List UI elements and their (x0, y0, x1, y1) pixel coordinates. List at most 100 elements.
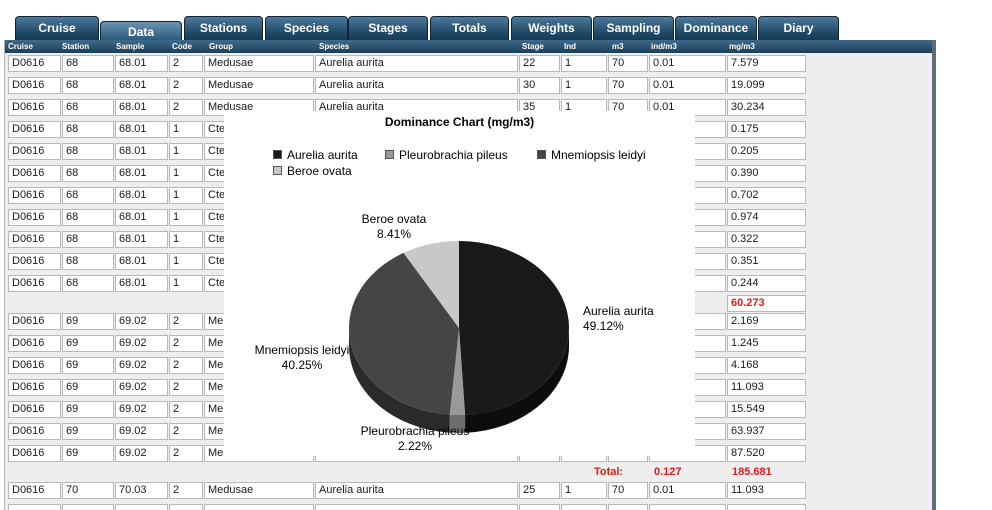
tab-stages[interactable]: Stages (348, 16, 428, 40)
column-header-stage[interactable]: Stage (522, 42, 544, 51)
cell-sample[interactable]: 68.01 (115, 143, 168, 160)
cell-code[interactable]: 2 (169, 423, 203, 440)
cell-mg-m3[interactable]: 0.322 (727, 231, 806, 248)
cell-cruise[interactable] (8, 504, 61, 510)
cell-sample[interactable]: 69.02 (115, 357, 168, 374)
cell-mg-m3[interactable]: 0.205 (727, 143, 806, 160)
cell-station[interactable]: 69 (62, 401, 114, 418)
cell-cruise[interactable]: D0616 (8, 165, 61, 182)
cell-station[interactable]: 68 (62, 275, 114, 292)
tab-species[interactable]: Species (265, 16, 348, 40)
cell-mg-m3[interactable]: 0.351 (727, 253, 806, 270)
column-header-sample[interactable]: Sample (116, 42, 145, 51)
cell-ind-m3[interactable]: 0.01 (649, 482, 726, 499)
cell-mg-m3[interactable]: 11.093 (727, 482, 806, 499)
cell-station[interactable]: 69 (62, 357, 114, 374)
cell-mg-m3[interactable] (727, 504, 806, 510)
cell-group[interactable]: Medusae (204, 482, 314, 499)
cell-code[interactable]: 2 (169, 357, 203, 374)
cell-cruise[interactable]: D0616 (8, 55, 61, 72)
cell-station[interactable]: 68 (62, 253, 114, 270)
tab-data[interactable]: Data (100, 21, 182, 40)
cell-station[interactable]: 68 (62, 187, 114, 204)
cell-ind[interactable]: 1 (561, 482, 607, 499)
cell-mg-m3[interactable]: 19.099 (727, 77, 806, 94)
cell-station[interactable]: 68 (62, 77, 114, 94)
cell-cruise[interactable]: D0616 (8, 482, 61, 499)
cell-sample[interactable]: 68.01 (115, 165, 168, 182)
cell-mg-m3[interactable]: 7.579 (727, 55, 806, 72)
cell-cruise[interactable]: D0616 (8, 99, 61, 116)
cell-code[interactable]: 2 (169, 99, 203, 116)
cell-station[interactable]: 69 (62, 335, 114, 352)
cell-m3[interactable]: 70 (608, 482, 648, 499)
cell-group[interactable]: Medusae (204, 55, 314, 72)
cell-cruise[interactable]: D0616 (8, 231, 61, 248)
column-header-m3[interactable]: m3 (612, 42, 624, 51)
cell-cruise[interactable]: D0616 (8, 401, 61, 418)
cell-mg-m3[interactable]: 15.549 (727, 401, 806, 418)
tab-cruise[interactable]: Cruise (15, 16, 99, 40)
cell-code[interactable] (169, 504, 203, 510)
cell-cruise[interactable]: D0616 (8, 187, 61, 204)
cell-station[interactable]: 68 (62, 143, 114, 160)
cell-code[interactable]: 2 (169, 482, 203, 499)
cell-station[interactable]: 68 (62, 231, 114, 248)
cell-group[interactable] (204, 504, 314, 510)
cell-stage[interactable]: 22 (519, 55, 560, 72)
column-header-group[interactable]: Group (209, 42, 233, 51)
cell-code[interactable]: 2 (169, 379, 203, 396)
cell-mg-m3[interactable]: 30.234 (727, 99, 806, 116)
cell-mg-m3[interactable]: 0.175 (727, 121, 806, 138)
cell-station[interactable] (62, 504, 114, 510)
cell-station[interactable]: 68 (62, 121, 114, 138)
cell-cruise[interactable]: D0616 (8, 253, 61, 270)
cell-ind-m3[interactable] (649, 504, 726, 510)
cell-cruise[interactable]: D0616 (8, 143, 61, 160)
cell-cruise[interactable]: D0616 (8, 423, 61, 440)
cell-sample[interactable]: 69.02 (115, 401, 168, 418)
cell-mg-m3[interactable]: 1.245 (727, 335, 806, 352)
cell-species[interactable]: Aurelia aurita (315, 55, 518, 72)
cell-sample[interactable]: 69.02 (115, 423, 168, 440)
column-header-species[interactable]: Species (319, 42, 350, 51)
cell-code[interactable]: 2 (169, 335, 203, 352)
cell-ind[interactable]: 1 (561, 77, 607, 94)
tab-diary[interactable]: Diary (758, 16, 839, 40)
cell-sample[interactable]: 68.01 (115, 121, 168, 138)
cell-cruise[interactable]: D0616 (8, 357, 61, 374)
column-header-mg-m3[interactable]: mg/m3 (729, 42, 755, 51)
cell-code[interactable]: 2 (169, 55, 203, 72)
cell-mg-m3[interactable]: 0.244 (727, 275, 806, 292)
cell-code[interactable]: 1 (169, 275, 203, 292)
column-header-ind[interactable]: Ind (564, 42, 576, 51)
cell-cruise[interactable]: D0616 (8, 275, 61, 292)
cell-code[interactable]: 2 (169, 313, 203, 330)
cell-species[interactable] (315, 504, 518, 510)
column-header-station[interactable]: Station (62, 42, 90, 51)
cell-code[interactable]: 1 (169, 187, 203, 204)
cell-ind[interactable]: 1 (561, 55, 607, 72)
cell-mg-m3[interactable]: 63.937 (727, 423, 806, 440)
cell-species[interactable]: Aurelia aurita (315, 482, 518, 499)
cell-sample[interactable]: 69.02 (115, 379, 168, 396)
cell-station[interactable]: 69 (62, 445, 114, 462)
cell-mg-m3[interactable]: 11.093 (727, 379, 806, 396)
cell-mg-m3[interactable]: 2.169 (727, 313, 806, 330)
cell-stage[interactable]: 30 (519, 77, 560, 94)
cell-sample[interactable]: 69.02 (115, 313, 168, 330)
cell-m3[interactable] (608, 504, 648, 510)
cell-sample[interactable]: 68.01 (115, 187, 168, 204)
cell-station[interactable]: 70 (62, 482, 114, 499)
cell-cruise[interactable]: D0616 (8, 121, 61, 138)
cell-sample[interactable]: 68.01 (115, 55, 168, 72)
cell-cruise[interactable]: D0616 (8, 335, 61, 352)
cell-station[interactable]: 68 (62, 165, 114, 182)
cell-m3[interactable]: 70 (608, 77, 648, 94)
cell-stage[interactable]: 25 (519, 482, 560, 499)
column-header-ind-m3[interactable]: ind/m3 (651, 42, 677, 51)
cell-code[interactable]: 2 (169, 445, 203, 462)
cell-m3[interactable]: 70 (608, 55, 648, 72)
tab-stations[interactable]: Stations (184, 16, 263, 40)
cell-code[interactable]: 1 (169, 253, 203, 270)
